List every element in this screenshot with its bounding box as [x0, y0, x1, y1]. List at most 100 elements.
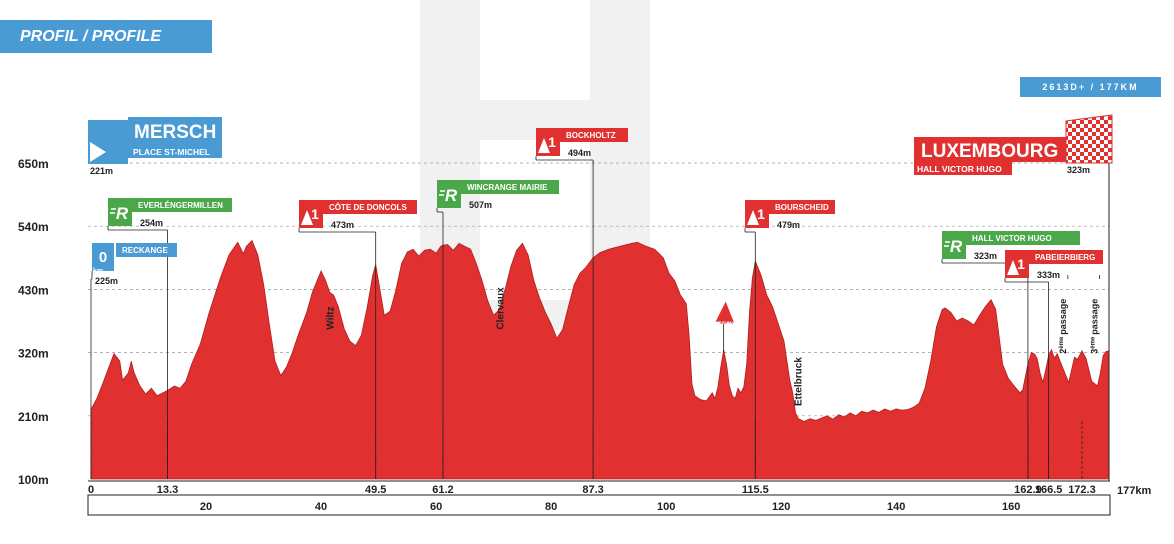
finish-name-box — [914, 137, 1066, 162]
start-block: MERSCH PLACE ST-MICHEL 221m — [88, 117, 222, 176]
finish-flag-icon — [1065, 114, 1113, 164]
mountain-icon — [538, 138, 550, 153]
route-marker-climb: 1 BOURSCHEID 479m — [745, 200, 835, 230]
elevation-area — [90, 239, 1110, 480]
passage-word: passage — [1058, 299, 1068, 335]
gradient-badge-icon: 13% — [715, 301, 735, 353]
climb-category: 1 — [757, 206, 765, 222]
gradient-label: 13% — [720, 319, 735, 326]
marker-name-box — [323, 200, 417, 214]
y-tick-label: 650m — [18, 157, 49, 171]
start-alt: 221m — [90, 166, 113, 176]
route-marker-sprint: R EVERLÉNGERMILLEN 254m — [108, 198, 232, 228]
x-tick-label-bottom: 60 — [430, 501, 442, 513]
sprint-icon — [437, 180, 461, 208]
x-tick-label-bottom: 80 — [545, 501, 557, 513]
marker-alt: 254m — [140, 218, 163, 228]
marker-alt: 333m — [1037, 270, 1060, 280]
marker-name-box — [461, 180, 559, 194]
x-axis-band — [87, 494, 1111, 516]
km0-unit: km — [93, 268, 103, 275]
town-label: Wiltz — [326, 306, 337, 329]
marker-name: HALL VICTOR HUGO — [972, 234, 1052, 243]
passage-number: 3 — [1089, 349, 1099, 354]
route-marker-sprint: R HALL VICTOR HUGO 323m — [942, 231, 1080, 261]
gradient-triangle — [715, 301, 734, 322]
marker-name-box — [116, 243, 177, 257]
marker-name: CÔTE DE DONCOLS — [329, 203, 407, 212]
start-name-box — [128, 117, 222, 144]
x-tick-label: 0 — [88, 484, 94, 496]
marker-name-box — [966, 231, 1080, 245]
finish-sub: HALL VICTOR HUGO — [917, 164, 1002, 174]
start-sub-box — [128, 144, 222, 158]
x-tick-label: 166.5 — [1035, 484, 1063, 496]
marker-alt: 507m — [469, 200, 492, 210]
y-tick-label: 430m — [18, 283, 49, 297]
passage-label: 2èmepassage — [1058, 299, 1068, 354]
passage-sup: ème — [1090, 336, 1096, 349]
route-marker-climb: 1 CÔTE DE DONCOLS 473m — [299, 200, 417, 230]
x-tick-label-bottom: 40 — [315, 501, 327, 513]
marker-alt: 479m — [777, 220, 800, 230]
marker-name-box — [769, 200, 835, 214]
marker-name-box — [132, 198, 232, 212]
marker-name: BOURSCHEID — [775, 203, 829, 212]
route-marker-sprint: R WINCRANGE MAIRIE 507m — [437, 180, 559, 210]
route-marker-km0: 0 km RECKANGE 225m — [92, 243, 177, 286]
marker-alt: 323m — [974, 251, 997, 261]
x-tick-label: 87.3 — [582, 484, 603, 496]
y-tick-label: 100m — [18, 473, 49, 487]
climb-category: 1 — [311, 206, 319, 222]
x-tick-label: 162.9 — [1014, 484, 1042, 496]
y-axis-ticks: 100m 210m 320m 430m 540m 650m — [18, 157, 49, 487]
climb-category: 1 — [548, 134, 556, 150]
town-annotations: Wiltz ClervauxEttelbruck13%2èmepassage3èm… — [326, 275, 1100, 406]
x-tick-label-bottom: 120 — [772, 501, 790, 513]
mountain-icon — [301, 210, 313, 225]
x-tick-label: 13.3 — [157, 484, 178, 496]
passage-label: 3èmepassage — [1089, 299, 1099, 354]
sprint-icon — [108, 198, 132, 226]
marker-alt: 473m — [331, 220, 354, 230]
y-tick-label: 210m — [18, 410, 49, 424]
marker-alt: 225m — [95, 276, 118, 286]
profile-title: PROFIL / PROFILE — [0, 20, 212, 53]
sprint-letter: R — [950, 237, 963, 256]
marker-name: RECKANGE — [122, 246, 168, 255]
x-tick-label: 49.5 — [365, 484, 386, 496]
finish-alt: 323m — [1067, 165, 1090, 175]
x-tick-label: 61.2 — [432, 484, 453, 496]
km0-number: 0 — [99, 249, 107, 266]
y-tick-label: 540m — [18, 220, 49, 234]
km0-icon — [92, 243, 114, 271]
sprint-letter: R — [445, 186, 458, 205]
x-tick-label-bottom: 20 — [200, 501, 212, 513]
x-tick-label: 115.5 — [742, 484, 769, 496]
marker-name-box — [560, 128, 628, 142]
y-tick-label: 320m — [18, 347, 49, 361]
town-label: Ettelbruck — [793, 357, 804, 406]
route-marker-climb: 1 BOCKHOLTZ 494m — [536, 128, 628, 158]
marker-alt: 494m — [568, 148, 591, 158]
x-tick-label: 172.3 — [1068, 484, 1096, 496]
finish-block: LUXEMBOURG HALL VICTOR HUGO 323m — [914, 114, 1113, 175]
marker-name: EVERLÉNGERMILLEN — [138, 201, 223, 210]
finish-name: LUXEMBOURG — [921, 141, 1058, 162]
finish-sub-box — [914, 162, 1012, 175]
mountain-icon — [1007, 260, 1019, 275]
marker-name: WINCRANGE MAIRIE — [467, 183, 548, 192]
marker-name: PABEIERBIERG — [1035, 253, 1095, 262]
sprint-icon — [942, 231, 966, 259]
x-tick-label-bottom: 140 — [887, 501, 905, 513]
passage-word: passage — [1089, 299, 1099, 335]
route-marker-climb: 1 PABEIERBIERG 333m — [1005, 250, 1103, 280]
x-tick-label-bottom: 160 — [1002, 501, 1020, 513]
start-arrow-icon — [90, 142, 106, 162]
passage-sup: ème — [1059, 336, 1065, 349]
start-name: MERSCH — [134, 122, 216, 143]
mountain-icon — [747, 210, 759, 225]
x-tick-label-bottom: 100 — [657, 501, 675, 513]
route-markers: R EVERLÉNGERMILLEN 254m 0 km RECKANGE 225m 1 CÔT… — [92, 128, 1103, 286]
